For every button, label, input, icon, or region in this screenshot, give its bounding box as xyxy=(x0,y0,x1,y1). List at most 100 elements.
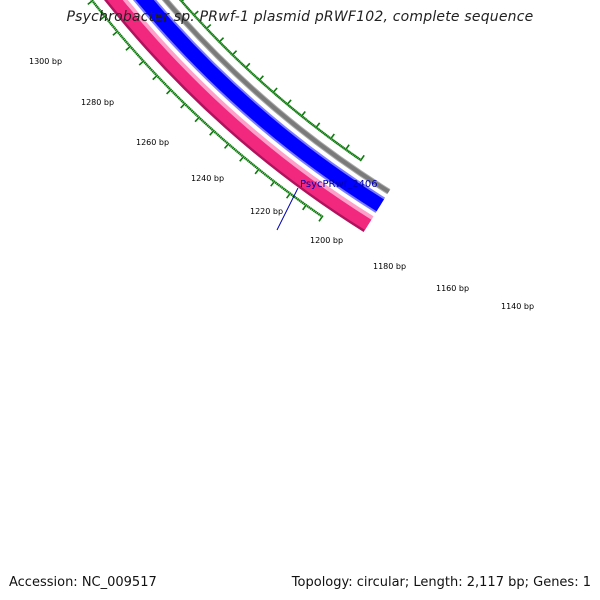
tick-mark xyxy=(134,50,137,54)
tick-label: 1220 bp xyxy=(250,207,283,216)
tick-mark xyxy=(232,54,236,58)
tick-mark xyxy=(219,136,223,139)
tick-mark xyxy=(350,152,354,156)
tick-mark xyxy=(209,129,215,136)
tick-mark xyxy=(293,195,297,199)
tick-mark xyxy=(207,125,211,129)
tick-mark xyxy=(251,162,254,166)
tick-mark xyxy=(117,31,121,35)
tick-mark xyxy=(236,150,239,154)
tick-mark xyxy=(144,62,148,66)
tick-marks xyxy=(87,0,365,222)
tick-mark xyxy=(180,102,187,109)
tick-mark xyxy=(180,99,184,103)
tick-mark xyxy=(278,96,282,100)
tick-mark xyxy=(207,29,211,33)
tick-mark xyxy=(235,57,238,61)
tick-mark xyxy=(271,87,278,94)
map-title: Psychrobacter sp. PRwf-1 plasmid pRWF102… xyxy=(66,9,534,25)
gene-annotation: PsycPRwf_2406 xyxy=(276,179,378,231)
tick-mark xyxy=(260,81,264,84)
tick-mark xyxy=(143,61,147,65)
tick-mark xyxy=(184,103,188,107)
tick-mark xyxy=(105,17,109,21)
tick-mark xyxy=(297,112,301,116)
tick-mark xyxy=(267,87,271,91)
tick-mark xyxy=(119,34,123,38)
tick-mark xyxy=(310,122,314,126)
tick-mark xyxy=(247,68,250,72)
tick-mark xyxy=(222,138,226,142)
tick-mark xyxy=(249,71,253,75)
tick-labels: 1300 bp 1280 bp 1260 bp 1240 bp 1220 bp 1200 … xyxy=(29,57,534,311)
tick-mark xyxy=(277,183,281,187)
tick-mark xyxy=(311,208,314,212)
tick-mark xyxy=(214,36,217,40)
tick-mark xyxy=(165,84,168,88)
tick-mark xyxy=(198,20,202,24)
tick-mark xyxy=(341,145,345,149)
tick-mark xyxy=(252,73,256,77)
tick-mark xyxy=(353,154,357,158)
tracks xyxy=(104,0,391,233)
tick-mark xyxy=(264,84,268,88)
tick-mark xyxy=(259,79,263,83)
tick-mark xyxy=(318,215,324,222)
tick-mark xyxy=(100,11,104,15)
tick-mark xyxy=(248,160,251,164)
tick-mark xyxy=(345,149,349,153)
tick-mark xyxy=(260,170,264,174)
tick-mark xyxy=(298,199,301,202)
tick-mark xyxy=(170,89,174,93)
tick-mark xyxy=(338,143,342,147)
tick-mark xyxy=(112,30,119,36)
tick-mark xyxy=(280,98,284,101)
tick-mark xyxy=(351,153,355,157)
tick-mark xyxy=(191,110,195,114)
tick-mark xyxy=(132,49,136,53)
tick-mark xyxy=(194,113,198,117)
tick-mark xyxy=(196,114,200,118)
tick-mark xyxy=(130,46,133,50)
tick-mark xyxy=(201,23,205,26)
tick-mark xyxy=(183,4,187,7)
tick-mark xyxy=(152,71,156,75)
tick-mark xyxy=(320,130,324,134)
tick-mark xyxy=(123,39,127,42)
tick-mark xyxy=(224,139,227,143)
tick-mark xyxy=(189,107,192,111)
tick-mark xyxy=(112,25,115,29)
tick-mark xyxy=(150,68,153,72)
tick-label: 1280 bp xyxy=(81,98,114,107)
tick-mark xyxy=(215,37,219,41)
tick-mark xyxy=(283,100,286,104)
tick-label: 1200 bp xyxy=(310,236,343,245)
tick-mark xyxy=(190,10,193,14)
tick-mark xyxy=(317,212,321,216)
tick-mark xyxy=(210,32,214,36)
tick-mark xyxy=(199,117,202,121)
tick-mark xyxy=(295,111,299,114)
tick-mark xyxy=(167,87,171,90)
tick-mark xyxy=(104,16,108,20)
tick-mark xyxy=(301,201,305,205)
tick-mark xyxy=(277,95,281,99)
tick-mark xyxy=(296,197,300,201)
tick-mark xyxy=(303,202,306,206)
tick-mark xyxy=(230,145,233,148)
tick-mark xyxy=(323,132,327,136)
tick-mark xyxy=(280,186,284,190)
tick-label: 1140 bp xyxy=(501,302,534,311)
tick-mark xyxy=(174,94,178,97)
tick-mark xyxy=(194,116,201,123)
tick-mark xyxy=(139,56,143,60)
tick-mark xyxy=(186,105,189,108)
tick-mark xyxy=(252,164,256,168)
tick-mark xyxy=(95,5,99,9)
tick-mark xyxy=(335,141,339,145)
tick-mark xyxy=(348,151,352,155)
tick-mark xyxy=(154,72,158,76)
tick-mark xyxy=(201,120,205,123)
tick-mark xyxy=(254,165,258,169)
